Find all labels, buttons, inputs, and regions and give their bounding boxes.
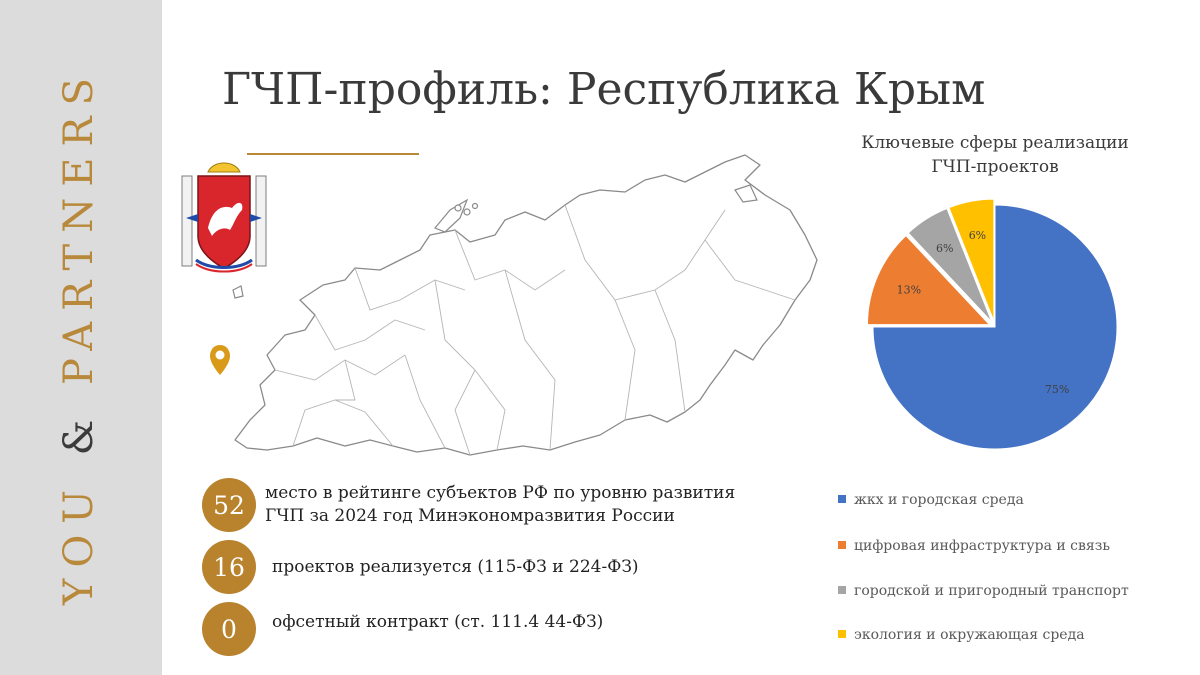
title-underline: [247, 153, 419, 155]
pie-data-label: 75%: [1045, 383, 1069, 396]
brand-ampersand: &: [56, 408, 102, 456]
sidebar: YOU & PARTNERS: [0, 0, 162, 675]
pie-data-label: 6%: [969, 229, 986, 242]
legend-swatch: [838, 630, 846, 638]
russia-map: [210, 154, 818, 456]
legend-label: жкх и городская среда: [854, 492, 1024, 508]
brand-you: YOU: [56, 479, 102, 605]
legend-swatch: [838, 495, 846, 503]
stat-rank-text: место в рейтинге субъектов РФ по уровню …: [265, 482, 735, 528]
pie-slice: [872, 204, 1118, 450]
legend-item: экология и окружающая среда: [838, 627, 1085, 643]
brand-wordmark: YOU & PARTNERS: [56, 67, 102, 605]
stat-offset-badge: 0: [202, 602, 256, 656]
map-outline: [234, 154, 818, 456]
brand-partners: PARTNERS: [56, 67, 102, 385]
location-pin-icon: [210, 345, 230, 375]
pie-slice: [866, 234, 991, 326]
page-title: ГЧП-профиль: Республика Крым: [222, 64, 986, 115]
chart-title-line1: Ключевые сферы реализации: [861, 133, 1129, 153]
chart-title-line2: ГЧП-проектов: [931, 157, 1059, 177]
stat-projects-text: проектов реализуется (115-ФЗ и 224-ФЗ): [272, 557, 639, 577]
pie-data-label: 13%: [897, 284, 921, 297]
legend-swatch: [838, 541, 846, 549]
chart-title: Ключевые сферы реализации ГЧП-проектов: [850, 131, 1140, 179]
stat-rank-line1: место в рейтинге субъектов РФ по уровню …: [265, 483, 736, 503]
legend-item: жкх и городская среда: [838, 492, 1024, 508]
stat-rank-line2: ГЧП за 2024 год Минэкономразвития России: [265, 506, 675, 526]
legend-label: экология и окружающая среда: [854, 627, 1085, 643]
pie-slice: [948, 198, 995, 322]
crimea-emblem: [181, 162, 267, 273]
pie-slice: [907, 207, 993, 323]
stat-offset-text: офсетный контракт (ст. 111.4 44-ФЗ): [272, 612, 604, 632]
legend-label: цифровая инфраструктура и связь: [854, 538, 1110, 554]
legend-item: городской и пригородный транспорт: [838, 583, 1129, 599]
legend-item: цифровая инфраструктура и связь: [838, 538, 1110, 554]
stat-rank-badge: 52: [202, 478, 256, 532]
pie-chart: 75% 13% 6% 6%: [866, 198, 1118, 450]
legend-swatch: [838, 586, 846, 594]
stat-projects-badge: 16: [202, 540, 256, 594]
legend-label: городской и пригородный транспорт: [854, 583, 1129, 599]
pie-data-label: 6%: [936, 242, 953, 255]
